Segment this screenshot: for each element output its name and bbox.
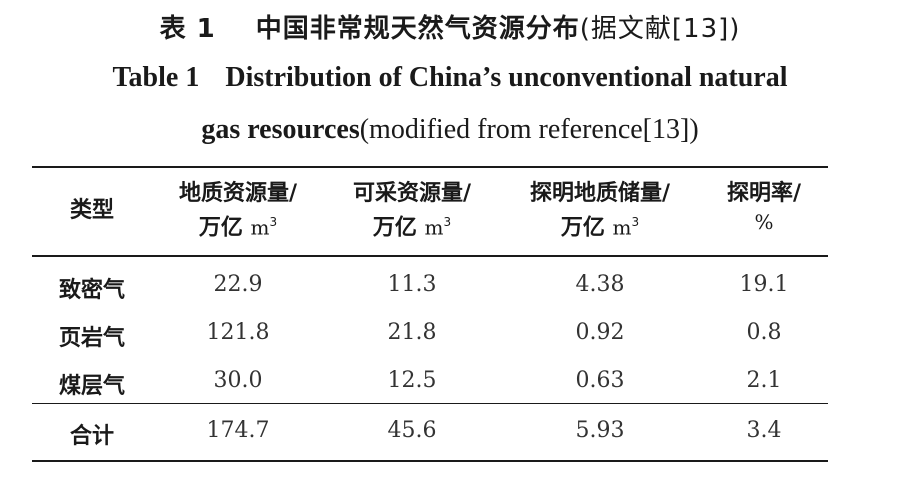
cell-rate: 19.1 xyxy=(739,272,789,297)
cell-proved: 4.38 xyxy=(575,272,625,297)
header-proved: 探明地质储量/ 万亿 m3 xyxy=(500,180,700,242)
row-type: 致密气 xyxy=(58,278,125,303)
header-rec-line2: 万亿 m3 xyxy=(372,215,452,241)
header-geo-line1: 地质资源量/ xyxy=(178,181,298,206)
cell-geo: 22.9 xyxy=(213,272,263,297)
caption-zh-label: 表 1 xyxy=(159,14,216,44)
cell-geo: 121.8 xyxy=(206,320,270,345)
header-proved-line2: 万亿 m3 xyxy=(560,215,640,241)
total-rec: 45.6 xyxy=(387,418,437,443)
header-rec: 可采资源量/ 万亿 m3 xyxy=(324,180,500,242)
table-bottom-rule xyxy=(32,460,828,462)
caption-en-line2: gas resources(modified from reference[13… xyxy=(0,114,900,146)
cell-rec: 21.8 xyxy=(387,320,437,345)
caption-en-title-2: gas resources xyxy=(201,114,360,145)
total-rate: 3.4 xyxy=(746,418,782,443)
total-label: 合计 xyxy=(69,424,114,449)
header-geo-line2: 万亿 m3 xyxy=(198,215,278,241)
cell-rate: 0.8 xyxy=(746,320,782,345)
caption-zh-title: 中国非常规天然气资源分布 xyxy=(255,14,580,44)
total-geo: 174.7 xyxy=(206,418,270,443)
cell-proved: 0.63 xyxy=(575,368,625,393)
row-type: 页岩气 xyxy=(58,326,125,351)
caption-en-line1: Table 1 Distribution of China’s unconvent… xyxy=(0,62,900,94)
cell-rate: 2.1 xyxy=(746,368,782,393)
table-total-rule xyxy=(32,403,828,404)
cell-rec: 12.5 xyxy=(387,368,437,393)
cell-proved: 0.92 xyxy=(575,320,625,345)
total-proved: 5.93 xyxy=(575,418,625,443)
header-type: 类型 xyxy=(69,198,114,223)
caption-zh-ref: (据文献[13]) xyxy=(579,14,741,44)
caption-en-label: Table 1 xyxy=(112,62,200,93)
caption-en-title-1: Distribution of China’s unconventional n… xyxy=(225,62,788,93)
header-rate-line2: % xyxy=(754,210,774,234)
caption-zh: 表 1 中国非常规天然气资源分布(据文献[13]) xyxy=(0,8,900,45)
caption-en-ref: (modified from reference[13]) xyxy=(359,114,699,145)
table-top-rule xyxy=(32,166,828,168)
table-header-rule xyxy=(32,255,828,257)
cell-geo: 30.0 xyxy=(213,368,263,393)
header-rate-line1: 探明率/ xyxy=(726,181,802,206)
header-proved-line1: 探明地质储量/ xyxy=(529,181,671,206)
row-type: 煤层气 xyxy=(58,374,125,399)
header-geo: 地质资源量/ 万亿 m3 xyxy=(152,180,324,242)
cell-rec: 11.3 xyxy=(387,272,437,297)
header-rec-line1: 可采资源量/ xyxy=(352,181,472,206)
header-rate: 探明率/ % xyxy=(700,180,828,236)
